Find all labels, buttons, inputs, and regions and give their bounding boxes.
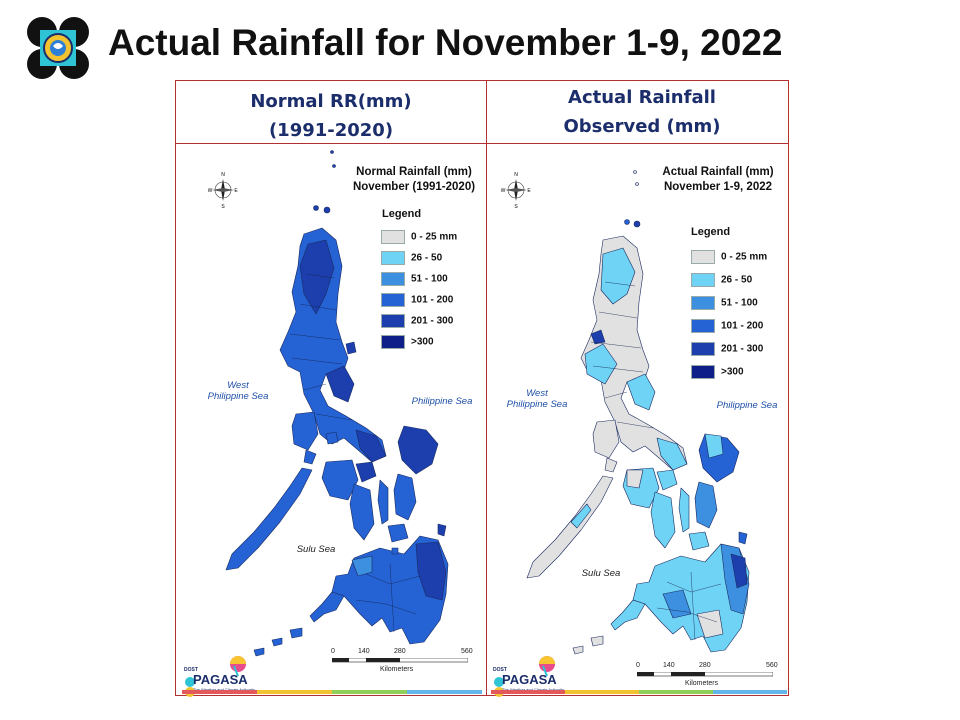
sea-label-line: West (526, 388, 548, 399)
header-line: (1991-2020) (268, 120, 394, 141)
sea-label-south: Sulu Sea (296, 544, 336, 555)
legend-swatch (381, 314, 405, 328)
compass-n: N (514, 172, 518, 178)
scale-tick: 280 (394, 648, 406, 655)
sea-label-south: Sulu Sea (581, 568, 621, 579)
map-title-actual: Actual Rainfall (mm) November 1-9, 2022 (653, 165, 783, 195)
legend-item: 26 - 50 (381, 251, 442, 265)
compass-rose-icon: N S W E (208, 172, 238, 210)
legend-item: 51 - 100 (381, 272, 448, 286)
map-panel-normal: N S W E Normal Rainfall (mm) November (1… (176, 144, 486, 697)
legend-swatch (691, 365, 715, 379)
scale-tick: 560 (766, 662, 778, 669)
legend-item: 0 - 25 mm (691, 250, 767, 264)
compass-w: W (208, 188, 213, 194)
legend-label: 101 - 200 (721, 320, 764, 332)
brand-name: PAGASA (193, 672, 248, 687)
legend-title: Legend (382, 208, 422, 220)
legend-label: 0 - 25 mm (411, 231, 458, 243)
legend-item: 26 - 50 (691, 273, 752, 287)
brand-color-strip (491, 690, 787, 694)
compass-n: N (221, 172, 225, 178)
legend-swatch (381, 230, 405, 244)
legend-item: 51 - 100 (691, 296, 758, 310)
sea-label-east: Philippine Sea (411, 396, 473, 407)
scale-tick: 280 (699, 662, 711, 669)
map-title-line: November (1991-2020) (352, 181, 476, 193)
legend-label: 0 - 25 mm (721, 251, 768, 263)
legend-swatch (381, 293, 405, 307)
brand-small: DOST (493, 667, 507, 673)
header-line: Actual Rainfall (568, 87, 716, 108)
scale-tick: 140 (358, 648, 370, 655)
compass-e: E (234, 188, 238, 194)
scale-tick: 560 (461, 648, 473, 655)
legend-swatch (381, 335, 405, 349)
header-line: Normal RR(mm) (250, 91, 412, 112)
compass-w: W (501, 188, 506, 194)
legend-swatch (691, 250, 715, 264)
scale-unit: Kilometers (380, 666, 414, 673)
legend-label: 51 - 100 (411, 273, 448, 285)
sea-label-east: Philippine Sea (716, 400, 778, 411)
map-title-line: November 1-9, 2022 (663, 181, 773, 193)
legend-item: >300 (691, 365, 744, 379)
scale-tick: 140 (663, 662, 675, 669)
compass-s: S (221, 204, 225, 210)
brand-color-strip (182, 690, 482, 694)
legend-label: 201 - 300 (721, 343, 764, 355)
legend-swatch (691, 273, 715, 287)
legend-label: 51 - 100 (721, 297, 758, 309)
map-title-line: Actual Rainfall (mm) (662, 166, 774, 178)
legend-item: >300 (381, 335, 434, 349)
brand-tagline: The Weather and Climate Authority (502, 687, 564, 692)
legend-swatch (691, 296, 715, 310)
legend-label: 26 - 50 (721, 274, 753, 286)
philippines-map-normal (225, 150, 449, 657)
header-line: Observed (mm) (563, 116, 721, 137)
legend-item: 0 - 25 mm (381, 230, 457, 244)
legend-label: 201 - 300 (411, 315, 454, 327)
panel-header-actual: Actual Rainfall Observed (mm) (487, 83, 797, 141)
legend-swatch (381, 251, 405, 265)
scale-bar: 0 140 280 560 Kilometers (633, 662, 783, 692)
philippines-map-actual (526, 170, 750, 655)
compass-e: E (527, 188, 531, 194)
legend-label: 26 - 50 (411, 252, 443, 264)
legend-item: 201 - 300 (381, 314, 453, 328)
scale-tick: 0 (636, 662, 640, 669)
scale-bar: 0 140 280 560 Kilometers (328, 648, 478, 678)
brand-tagline: The Weather and Climate Authority (193, 687, 255, 692)
legend-label: >300 (721, 366, 744, 378)
legend-swatch (381, 272, 405, 286)
pagasa-seal-icon (27, 17, 89, 79)
map-title-line: Normal Rainfall (mm) (356, 166, 472, 178)
comparison-frame: Normal RR(mm) (1991-2020) Actual Rainfal… (175, 80, 789, 697)
compass-rose-icon: N S W E (501, 172, 531, 210)
map-title-normal: Normal Rainfall (mm) November (1991-2020… (344, 165, 484, 195)
sea-label-west: West Philippine Sea (198, 380, 278, 402)
legend-item: 201 - 300 (691, 342, 763, 356)
sea-label-line: West (227, 380, 249, 391)
compass-s: S (514, 204, 518, 210)
legend-item: 101 - 200 (381, 293, 453, 307)
legend-swatch (691, 319, 715, 333)
legend-item: 101 - 200 (691, 319, 763, 333)
map-panel-actual: N S W E Actual Rainfall (mm) November 1-… (487, 144, 797, 697)
legend-swatch (691, 342, 715, 356)
brand-small: DOST (184, 667, 198, 673)
sea-label-line: Philippine Sea (207, 391, 269, 402)
legend-label: >300 (411, 336, 434, 348)
legend-title: Legend (691, 226, 731, 238)
brand-name: PAGASA (502, 672, 557, 687)
slide-title: Actual Rainfall for November 1-9, 2022 (108, 22, 783, 63)
sea-label-line: Philippine Sea (506, 399, 568, 410)
legend-label: 101 - 200 (411, 294, 454, 306)
pagasa-logo-icon (494, 656, 555, 697)
sea-label-west: West Philippine Sea (497, 388, 577, 410)
scale-tick: 0 (331, 648, 335, 655)
scale-unit: Kilometers (685, 680, 719, 687)
panel-header-normal: Normal RR(mm) (1991-2020) (176, 87, 486, 145)
